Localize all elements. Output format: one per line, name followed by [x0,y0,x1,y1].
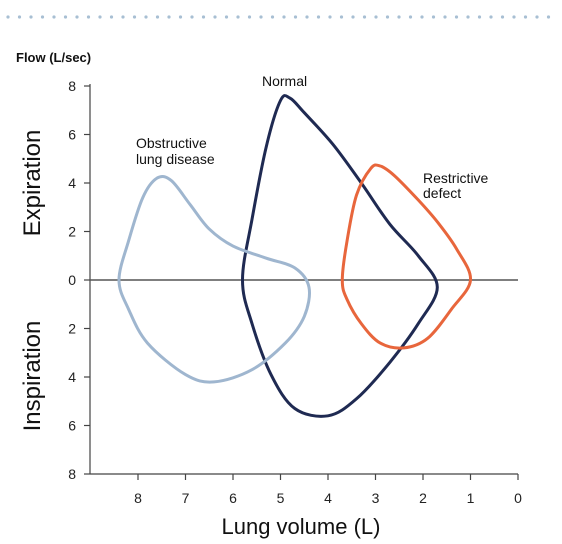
decorative-dot [328,15,332,19]
x-tick-label: 6 [229,490,237,506]
decorative-dot [535,15,539,19]
decorative-dot [213,15,217,19]
y-tick-label: 8 [68,78,76,94]
annotation-obstructive: Obstructive lung disease [136,135,215,167]
decorative-dot [477,15,482,19]
x-tick-label: 0 [514,490,522,506]
x-tick-label: 3 [372,490,380,506]
decorative-dot-row [6,15,551,19]
y-tick-label: 8 [68,466,76,482]
y-tick-group: 8 6 4 2 0 2 4 6 8 [68,78,90,482]
x-tick-label: 8 [134,490,142,506]
x-tick-label: 1 [467,490,475,506]
decorative-dot [121,15,125,19]
decorative-dot [454,15,459,19]
y-axis-title: Flow (L/sec) [16,50,91,65]
decorative-dot [86,15,91,19]
curve-group [117,94,473,418]
annotation-restrictive-line-2: defect [423,185,461,201]
decorative-dot [385,15,390,19]
decorative-dot [178,15,183,19]
decorative-dot [282,15,286,19]
decorative-dot [75,15,79,19]
y-tick-label: 6 [68,127,76,143]
y-tick-label: 4 [68,369,76,385]
decorative-dot [293,15,298,19]
x-tick-group: 8 7 6 5 4 3 2 1 0 [134,474,522,506]
decorative-dot [420,15,424,19]
decorative-dot [512,15,516,19]
decorative-dot [167,15,171,19]
decorative-dot [224,15,229,19]
decorative-dot [201,15,206,19]
annotation-normal: Normal [262,73,307,89]
decorative-dot [155,15,160,19]
decorative-dot [98,15,102,19]
decorative-dot [132,15,137,19]
expiration-label: Expiration [19,130,46,237]
decorative-dot [17,15,22,19]
decorative-dot [40,15,45,19]
decorative-dot [316,15,321,19]
decorative-dot [374,15,378,19]
x-tick-label: 7 [182,490,190,506]
x-tick-label: 4 [324,490,332,506]
decorative-dot [109,15,114,19]
inspiration-label: Inspiration [19,321,46,432]
y-tick-label: 0 [68,272,76,288]
series-restrictive-defect [340,163,473,350]
decorative-dot [362,15,367,19]
y-tick-label: 2 [68,224,76,240]
decorative-dot [52,15,56,19]
decorative-dot [339,15,344,19]
decorative-dot [523,15,528,19]
y-tick-label: 4 [68,175,76,191]
annotation-restrictive: Restrictive defect [423,170,492,201]
decorative-dot [397,15,401,19]
series-obstructive-lung-disease [117,174,311,384]
y-tick-label: 6 [68,418,76,434]
decorative-dot [443,15,447,19]
x-axis-title: Lung volume (L) [222,514,381,539]
annotation-obstructive-line-2: lung disease [136,151,215,167]
decorative-dot [259,15,263,19]
decorative-dot [63,15,68,19]
decorative-dot [431,15,436,19]
decorative-dot [144,15,148,19]
decorative-dot [29,15,33,19]
decorative-dot [489,15,493,19]
decorative-dot [466,15,470,19]
decorative-dot [408,15,413,19]
series-normal [241,94,439,418]
decorative-dot [351,15,355,19]
x-tick-label: 2 [419,490,427,506]
decorative-dot [546,15,551,19]
decorative-dot [6,15,10,19]
annotation-obstructive-line-1: Obstructive [136,135,207,151]
decorative-dot [270,15,275,19]
decorative-dot [500,15,505,19]
decorative-dot [236,15,240,19]
annotation-normal-line-1: Normal [262,73,307,89]
decorative-dot [190,15,194,19]
annotation-restrictive-line-1: Restrictive [423,170,489,186]
x-tick-label: 5 [277,490,285,506]
y-tick-label: 2 [68,321,76,337]
decorative-dot [305,15,309,19]
decorative-dot [247,15,252,19]
